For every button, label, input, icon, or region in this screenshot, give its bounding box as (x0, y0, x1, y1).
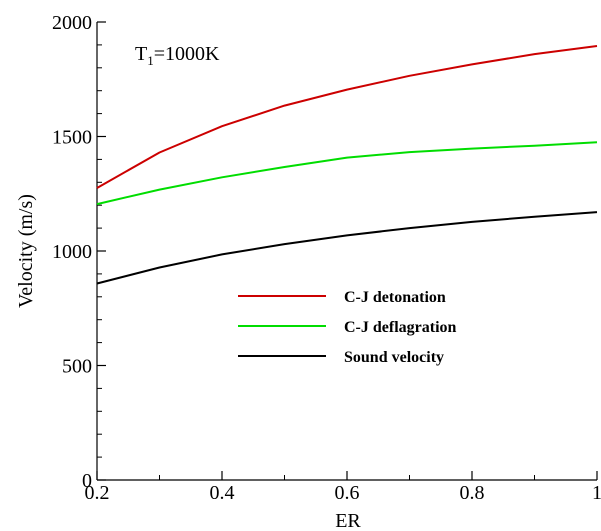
legend: C-J detonation C-J deflagration Sound velo… (238, 289, 457, 366)
x-tick-label: 0.6 (335, 482, 360, 504)
x-tick-label: 0.8 (460, 482, 485, 504)
y-tick-label: 2000 (52, 12, 92, 34)
y-tick-label: 1000 (52, 241, 92, 263)
series-line-c-j-detonation (96, 45, 598, 189)
y-tick-label: 1500 (52, 127, 92, 149)
x-tick-label: 0.4 (210, 482, 235, 504)
series-layer (96, 45, 598, 285)
x-tick-label: 1 (592, 482, 601, 504)
legend-label: C-J deflagration (344, 319, 457, 336)
x-tick-label: 0.2 (85, 482, 110, 504)
x-axis-title: ER (335, 510, 361, 531)
annotation-main: T (135, 43, 147, 65)
y-axis-title: Velocity (m/s) (15, 194, 37, 308)
legend-label: Sound velocity (344, 349, 444, 366)
y-tick-label: 0 (82, 470, 92, 492)
y-tick-label: 500 (62, 356, 92, 378)
ticks: 0.2 0.4 0.6 0.8 1 0 500 1000 1500 2000 (52, 12, 601, 504)
annotation-rest: =1000K (154, 43, 220, 65)
annotation-subscript: 1 (147, 53, 154, 68)
series-line-sound-velocity (96, 211, 598, 285)
temperature-annotation: T1=1000K (135, 43, 220, 68)
legend-label: C-J detonation (344, 289, 446, 306)
series-line-c-j-deflagration (96, 141, 598, 206)
axes (96, 22, 597, 481)
